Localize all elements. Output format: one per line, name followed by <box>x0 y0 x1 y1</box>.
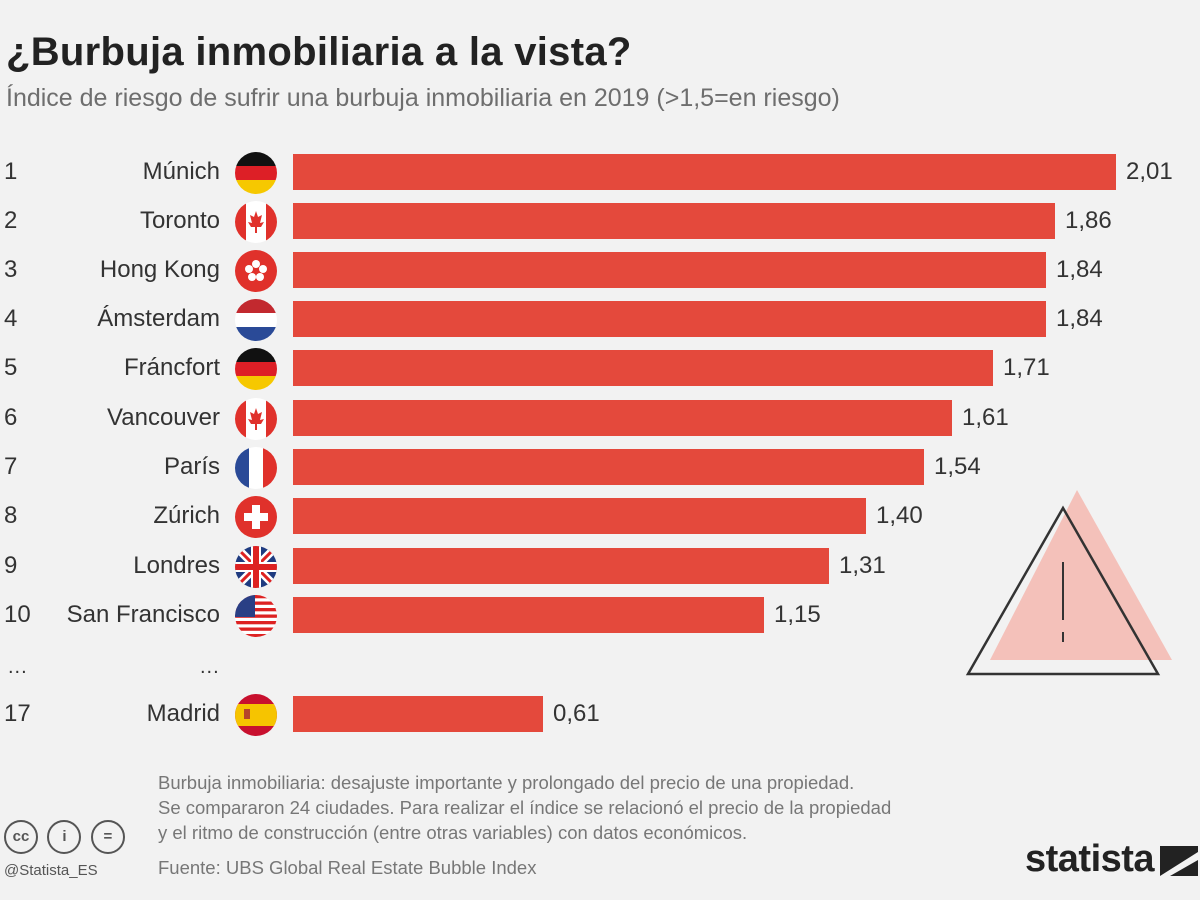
chart-row: 6 Vancouver 1,61 <box>0 398 1200 440</box>
city-label: Madrid <box>146 700 220 727</box>
chart-row: 8 Zúrich 1,40 <box>0 496 1200 538</box>
footnote-line: Burbuja inmobiliaria: desajuste importan… <box>158 772 855 793</box>
gap-marker-rank: ... <box>8 656 28 678</box>
netherlands-flag-icon <box>235 299 277 341</box>
germany-flag-icon <box>235 152 277 194</box>
rank-label: 3 <box>4 256 18 283</box>
rank-label: 7 <box>4 453 18 480</box>
city-label: Zúrich <box>153 502 220 529</box>
footnote-line: y el ritmo de construcción (entre otras … <box>158 822 748 843</box>
bar[interactable] <box>293 350 993 386</box>
chart-row: 4 Ámsterdam 1,84 <box>0 299 1200 341</box>
value-label: 1,54 <box>934 453 981 480</box>
social-handle[interactable]: @Statista_ES <box>4 862 98 879</box>
value-label: 2,01 <box>1126 158 1173 185</box>
statista-logo-mark-icon <box>1160 846 1198 876</box>
france-flag-icon <box>235 447 277 489</box>
bar[interactable] <box>293 252 1046 288</box>
spain-flag-icon <box>235 694 277 736</box>
statista-logo[interactable]: statista <box>1025 838 1155 880</box>
chart-row: 2 Toronto 1,86 <box>0 201 1200 243</box>
rank-label: 9 <box>4 552 18 579</box>
chart-row: 17 Madrid 0,61 <box>0 694 1200 736</box>
value-label: 1,40 <box>876 502 923 529</box>
bar[interactable] <box>293 449 924 485</box>
germany-flag-icon <box>235 348 277 390</box>
city-label: Londres <box>133 552 220 579</box>
city-label: San Francisco <box>66 601 220 628</box>
value-label: 0,61 <box>553 700 600 727</box>
city-label: Fráncfort <box>123 354 220 381</box>
value-label: 1,61 <box>962 404 1009 431</box>
bar[interactable] <box>293 400 952 436</box>
rank-label: 5 <box>4 354 18 381</box>
footnote: Burbuja inmobiliaria: desajuste importan… <box>158 770 1058 845</box>
bar[interactable] <box>293 498 866 534</box>
city-label: Toronto <box>139 207 220 234</box>
city-label: Vancouver <box>107 404 220 431</box>
value-label: 1,84 <box>1056 256 1103 283</box>
chart-row: 5 Fráncfort 1,71 <box>0 348 1200 390</box>
chart-row: 3 Hong Kong 1,84 <box>0 250 1200 292</box>
no-derivatives-icon: = <box>90 820 125 854</box>
rank-label: 2 <box>4 207 18 234</box>
canada-flag-icon <box>235 201 277 243</box>
rank-label: 1 <box>4 158 18 185</box>
gap-marker-city: ... <box>200 656 220 678</box>
value-label: 1,31 <box>839 552 886 579</box>
value-label: 1,84 <box>1056 305 1103 332</box>
hong-kong-flag-icon <box>235 250 277 292</box>
switzerland-flag-icon <box>235 496 277 538</box>
canada-flag-icon <box>235 398 277 440</box>
chart-row: 9 Londres 1,31 <box>0 546 1200 588</box>
value-label: 1,86 <box>1065 207 1112 234</box>
source-text: Fuente: UBS Global Real Estate Bubble In… <box>158 857 537 878</box>
rank-label: 17 <box>4 700 31 727</box>
city-label: París <box>163 453 220 480</box>
city-label: Ámsterdam <box>97 305 220 332</box>
rank-label: 10 <box>4 601 31 628</box>
rank-label: 6 <box>4 404 18 431</box>
chart-title: ¿Burbuja inmobiliaria a la vista? <box>6 30 632 74</box>
chart-row: 1 Múnich 2,01 <box>0 152 1200 194</box>
license-icons[interactable]: cc i = <box>4 820 130 854</box>
bar[interactable] <box>293 154 1116 190</box>
rank-label: 8 <box>4 502 18 529</box>
creative-commons-icon: cc <box>4 820 38 854</box>
attribution-icon: i <box>47 820 82 854</box>
value-label: 1,71 <box>1003 354 1050 381</box>
chart-row: 10 San Francisco 1,15 <box>0 595 1200 637</box>
bar[interactable] <box>293 696 543 732</box>
warning-triangle-icon <box>965 490 1172 676</box>
bar[interactable] <box>293 548 829 584</box>
chart-subtitle: Índice de riesgo de sufrir una burbuja i… <box>6 84 840 112</box>
bar[interactable] <box>293 597 764 633</box>
city-label: Hong Kong <box>99 256 220 283</box>
rank-label: 4 <box>4 305 18 332</box>
usa-flag-icon <box>235 595 277 637</box>
value-label: 1,15 <box>774 601 821 628</box>
bar[interactable] <box>293 203 1055 239</box>
bar[interactable] <box>293 301 1046 337</box>
chart-row: 7 París 1,54 <box>0 447 1200 489</box>
city-label: Múnich <box>142 158 220 185</box>
footnote-line: Se compararon 24 ciudades. Para realizar… <box>158 797 892 818</box>
uk-flag-icon <box>235 546 277 588</box>
